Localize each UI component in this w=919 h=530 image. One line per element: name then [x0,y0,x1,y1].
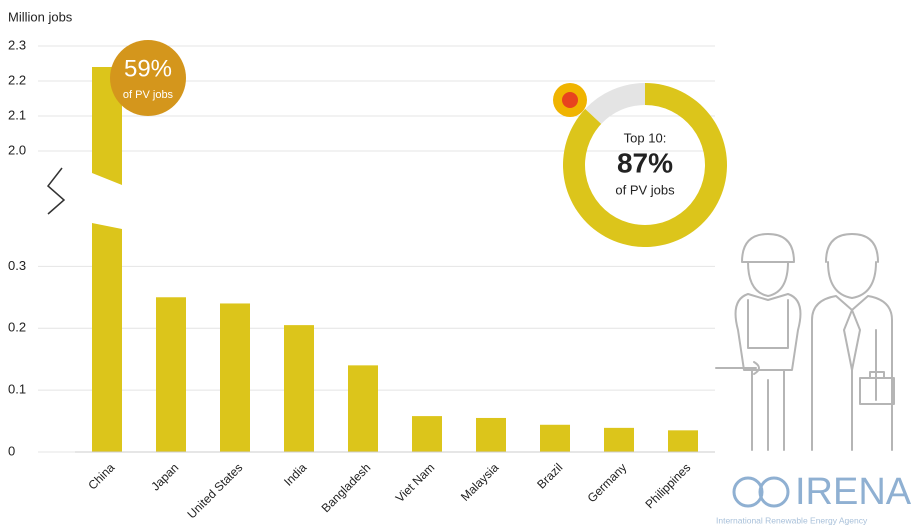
x-tick-label: United States [185,460,246,521]
x-tick-label: China [85,460,117,492]
bar [92,67,122,185]
bar [284,325,314,452]
axis-break [46,167,66,215]
share-bubble [110,40,186,116]
y-tick-label: 0 [8,443,15,458]
logo-subtitle: International Renewable Energy Agency [716,515,868,525]
bar [348,365,378,452]
x-tick-label: Philippines [642,460,693,511]
share-value: 59% [124,55,172,82]
x-tick-label: Germany [585,460,630,505]
bar [540,424,570,452]
donut-slice [585,83,645,124]
y-axis-label: Million jobs [8,9,73,24]
bar [668,430,698,452]
y-tick-label: 0.3 [8,258,26,273]
x-tick-label: Viet Nam [393,460,438,505]
sun-core [562,92,578,108]
logo-name: IRENA [795,471,912,513]
x-tick-label: India [281,460,310,489]
donut-title: Top 10: [624,130,667,145]
logo-mark [732,476,764,508]
y-tick-label: 2.0 [8,142,26,157]
donut-text: of PV jobs [615,182,675,197]
y-tick-label: 2.2 [8,72,26,87]
bar [92,223,122,452]
x-tick-label: Malaysia [458,460,502,504]
bar [156,297,186,452]
x-tick-label: Brazil [534,460,565,491]
y-tick-label: 0.2 [8,320,26,335]
workers-illustration [715,233,895,451]
bar [476,417,506,452]
x-tick-label: Bangladesh [319,460,374,515]
y-tick-label: 0.1 [8,382,26,397]
bar [412,416,442,452]
y-tick-label: 2.3 [8,37,26,52]
x-tick-label: Japan [148,460,181,493]
bar [604,427,634,452]
logo-mark [758,476,790,508]
donut-value: 87% [617,147,673,178]
bar [220,303,250,452]
share-text: of PV jobs [123,89,174,101]
y-tick-label: 2.1 [8,107,26,122]
